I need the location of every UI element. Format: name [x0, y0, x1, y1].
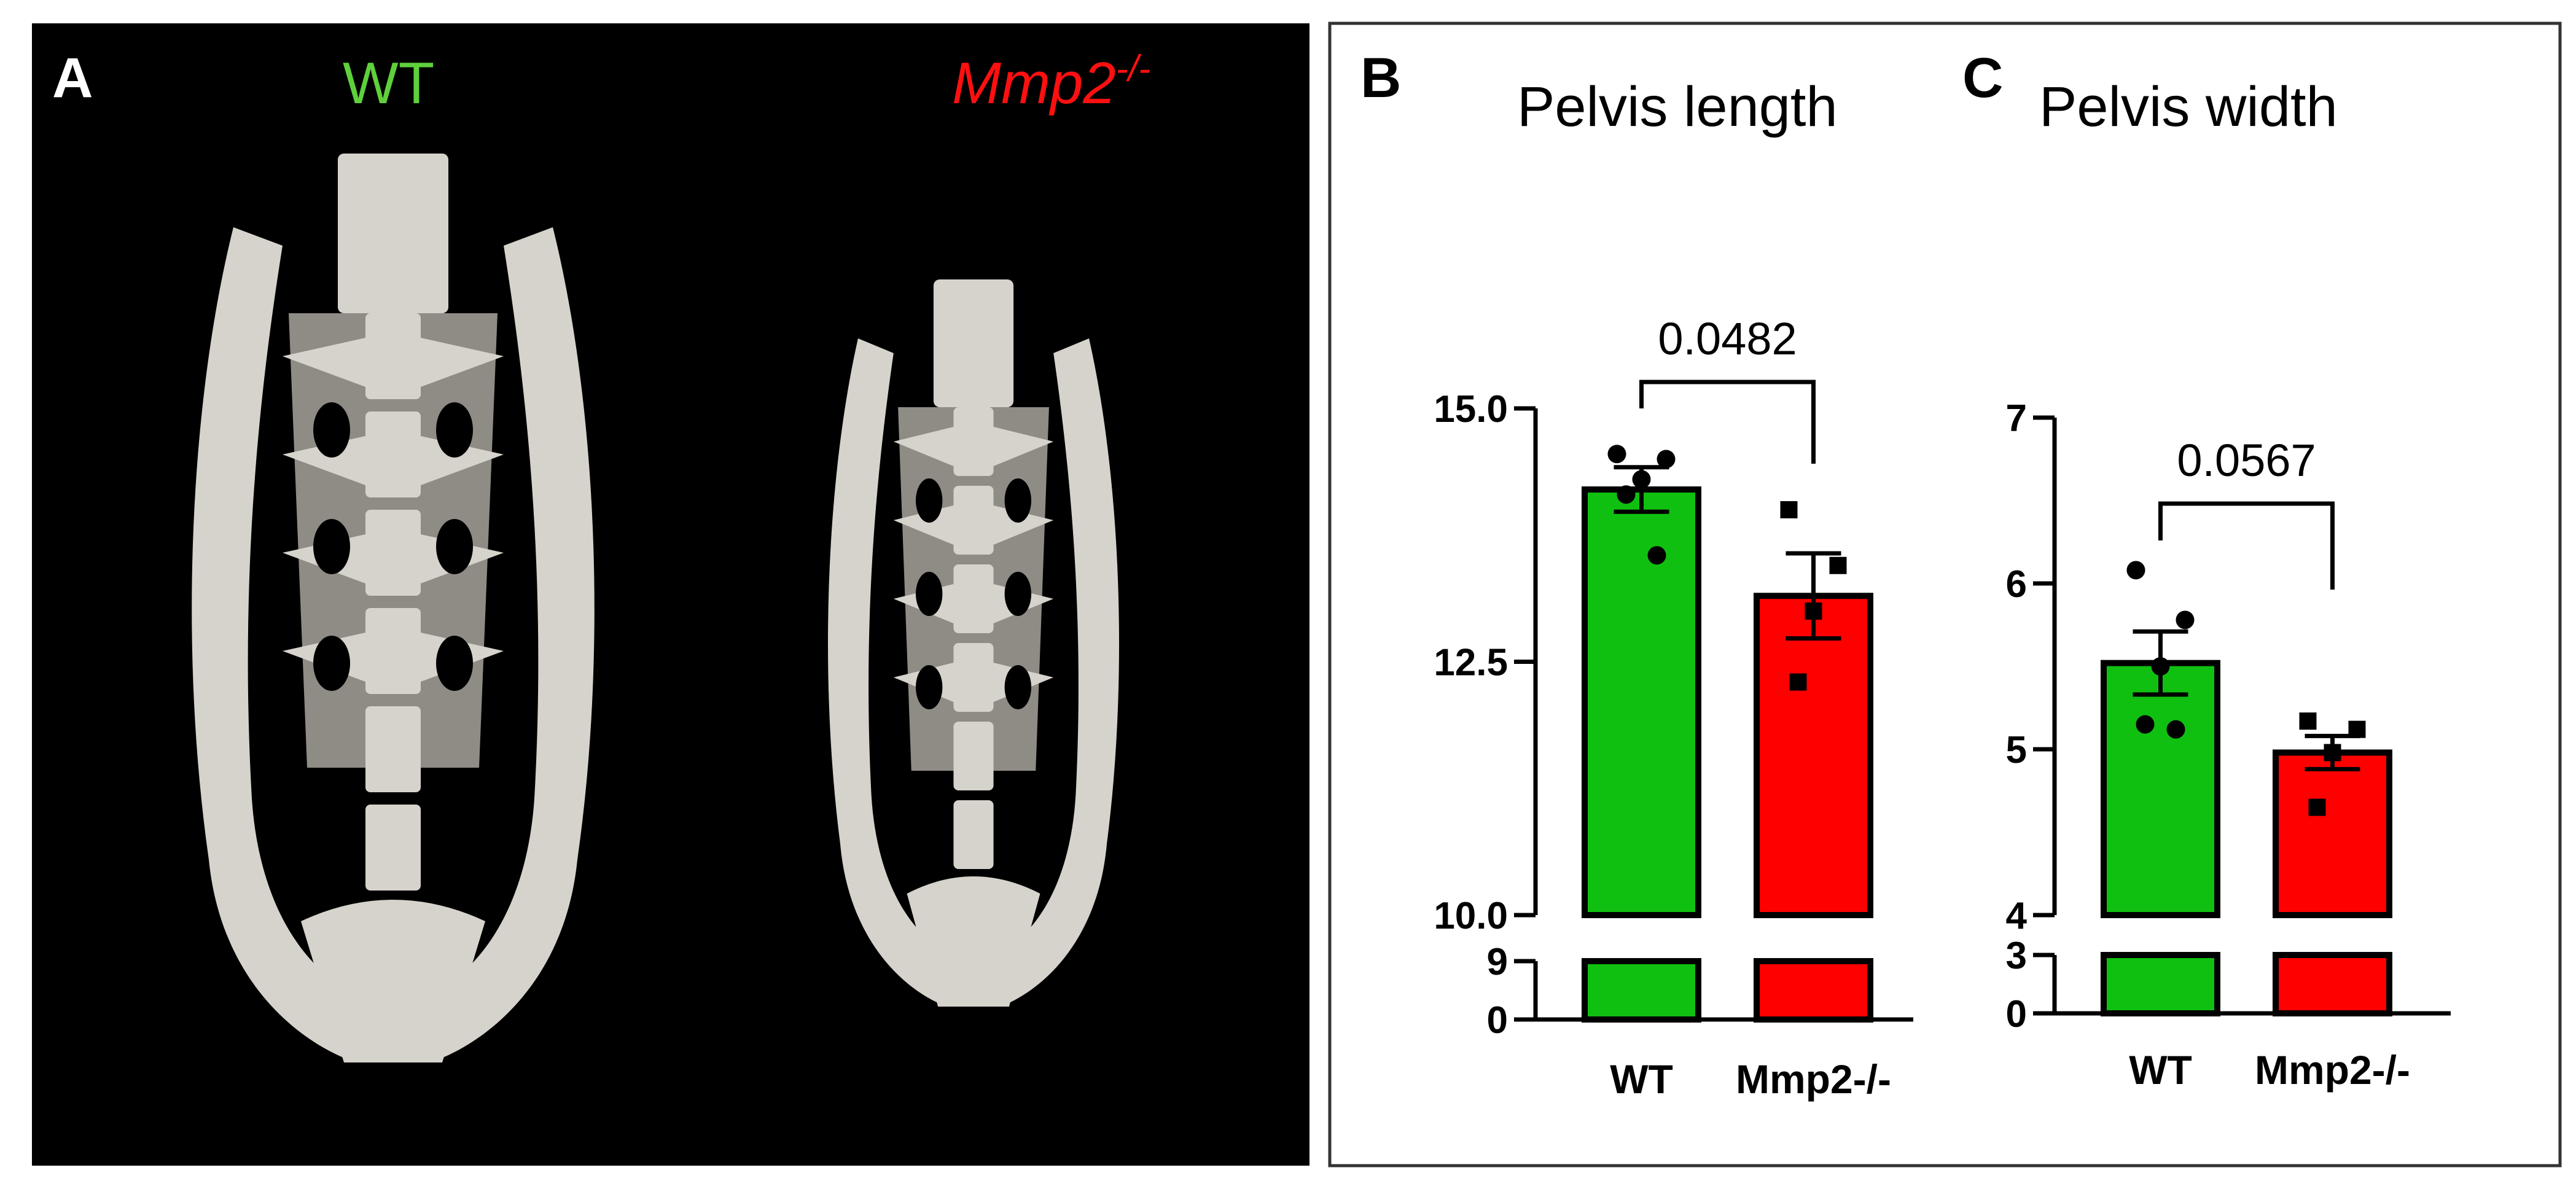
bar-mmp2: [2273, 749, 2392, 919]
wt-pelvis: [192, 154, 595, 1062]
sacral-foramen: [1004, 478, 1032, 523]
x-tick-label: Mmp2-/-: [2255, 1047, 2410, 1093]
data-point-wt: [2176, 610, 2195, 630]
vertebra-segment: [953, 722, 994, 790]
wt-group-label: WT: [343, 50, 434, 116]
y-tick-label: 3: [2006, 935, 2027, 977]
vertebra-segment: [365, 411, 421, 497]
bar-wt: [2101, 660, 2220, 918]
y-tick-label: 7: [2006, 397, 2027, 440]
vertebra-segment: [365, 706, 421, 792]
x-tick-label: Mmp2-/-: [1736, 1056, 1891, 1102]
data-point-mmp2: [2299, 712, 2317, 730]
vertebra-segment: [365, 313, 421, 399]
data-point-wt: [2151, 657, 2170, 676]
bar-lower-segment: [2101, 952, 2220, 1016]
left-iliac-bone: [192, 227, 369, 1062]
sacral-foramen: [436, 402, 473, 458]
data-point-wt: [2126, 561, 2145, 580]
bar-mmp2: [1754, 593, 1873, 918]
data-point-wt: [1647, 546, 1666, 565]
y-tick-label: 4: [2006, 895, 2028, 937]
data-point-mmp2: [1829, 556, 1847, 574]
sacral-foramen: [313, 402, 350, 458]
data-point-wt: [1607, 445, 1626, 464]
p-value-label: 0.0567: [2177, 435, 2316, 486]
top-vertebra: [933, 279, 1014, 407]
significance-bracket: [1639, 380, 1816, 464]
vertebra-segment: [953, 564, 994, 633]
data-point-mmp2: [1805, 602, 1822, 620]
vertebra-segment: [953, 486, 994, 555]
sacral-foramen: [916, 478, 943, 523]
data-point-wt: [2136, 715, 2155, 734]
bar-wt: [1582, 486, 1701, 918]
right-iliac-bone: [418, 227, 595, 1062]
vertebra-segment: [953, 407, 994, 476]
bar-lower-segment: [1582, 958, 1701, 1023]
pubic-symphysis: [907, 876, 1040, 1007]
sacral-foramen: [313, 519, 350, 574]
vertebra-segment: [953, 643, 994, 712]
sacral-foramen: [1004, 665, 1032, 709]
sacral-foramen: [916, 665, 943, 709]
data-point-mmp2: [2308, 798, 2326, 816]
vertebra-segment: [365, 805, 421, 891]
sacral-foramen: [436, 636, 473, 691]
vertebra-segment: [365, 510, 421, 596]
significance-bracket: [2158, 501, 2335, 590]
transverse-process-right: [421, 338, 504, 387]
mmp2-group-label: Mmp2-/-: [952, 48, 1150, 116]
sacral-foramen: [436, 519, 473, 574]
mmp2-pelvis: [827, 279, 1120, 1007]
y-tick-label: 15.0: [1434, 388, 1508, 431]
transverse-process-right: [993, 427, 1054, 466]
y-tick-label: 6: [2006, 563, 2027, 606]
vertebra-segment: [953, 800, 994, 869]
data-point-wt: [1632, 470, 1651, 489]
y-tick-label: 0: [2006, 993, 2027, 1035]
sacral-foramen: [313, 636, 350, 691]
sacral-foramen: [916, 572, 943, 616]
chart-title: Pelvis length: [1517, 76, 1838, 138]
y-tick-label: 5: [2006, 729, 2027, 771]
data-point-wt: [1617, 485, 1636, 504]
p-value-label: 0.0482: [1658, 313, 1797, 364]
y-tick-label: 9: [1487, 941, 1508, 983]
panel-a: A WT Mmp2-/-: [32, 23, 1309, 1166]
chart-pelvis-length: Pelvis length WT Mmp2-/- 10.0 12.5 15.0 0 9 0.04…: [1434, 76, 1913, 1102]
pelvis-ct-images: [192, 154, 1120, 1062]
chart-title: Pelvis width: [2039, 76, 2338, 138]
chart-pelvis-width: Pelvis width WT Mmp2-/- 4 5 6 7 0 3 0.0567: [2006, 76, 2451, 1093]
panel-letter-c: C: [1962, 47, 2003, 109]
x-tick-label: WT: [2129, 1047, 2192, 1093]
sacral-foramen: [1004, 572, 1032, 616]
data-point-mmp2: [1789, 673, 1807, 691]
data-point-wt: [1657, 450, 1676, 469]
data-point-wt: [2166, 720, 2185, 739]
left-iliac-bone: [827, 338, 956, 1007]
x-tick-label: WT: [1610, 1056, 1673, 1102]
top-vertebra: [338, 154, 448, 313]
data-point-mmp2: [1780, 501, 1798, 518]
bar-lower-segment: [2273, 952, 2392, 1016]
data-point-mmp2: [2348, 720, 2366, 738]
pubic-symphysis: [301, 900, 485, 1062]
right-iliac-bone: [991, 338, 1120, 1007]
transverse-process-left: [893, 427, 954, 466]
bar-lower-segment: [1754, 958, 1873, 1023]
y-tick-label: 12.5: [1434, 642, 1508, 684]
panel-bc: B C Pelvis length WT Mmp2-/- 10.0 12.5 15.0 0 9…: [1328, 21, 2562, 1168]
vertebra-segment: [365, 608, 421, 694]
panel-letter-b: B: [1360, 47, 1401, 109]
y-tick-label: 10.0: [1434, 895, 1508, 937]
y-tick-label: 0: [1487, 999, 1508, 1042]
transverse-process-left: [283, 338, 365, 387]
panel-letter-a: A: [52, 47, 93, 109]
data-point-mmp2: [2324, 744, 2341, 762]
